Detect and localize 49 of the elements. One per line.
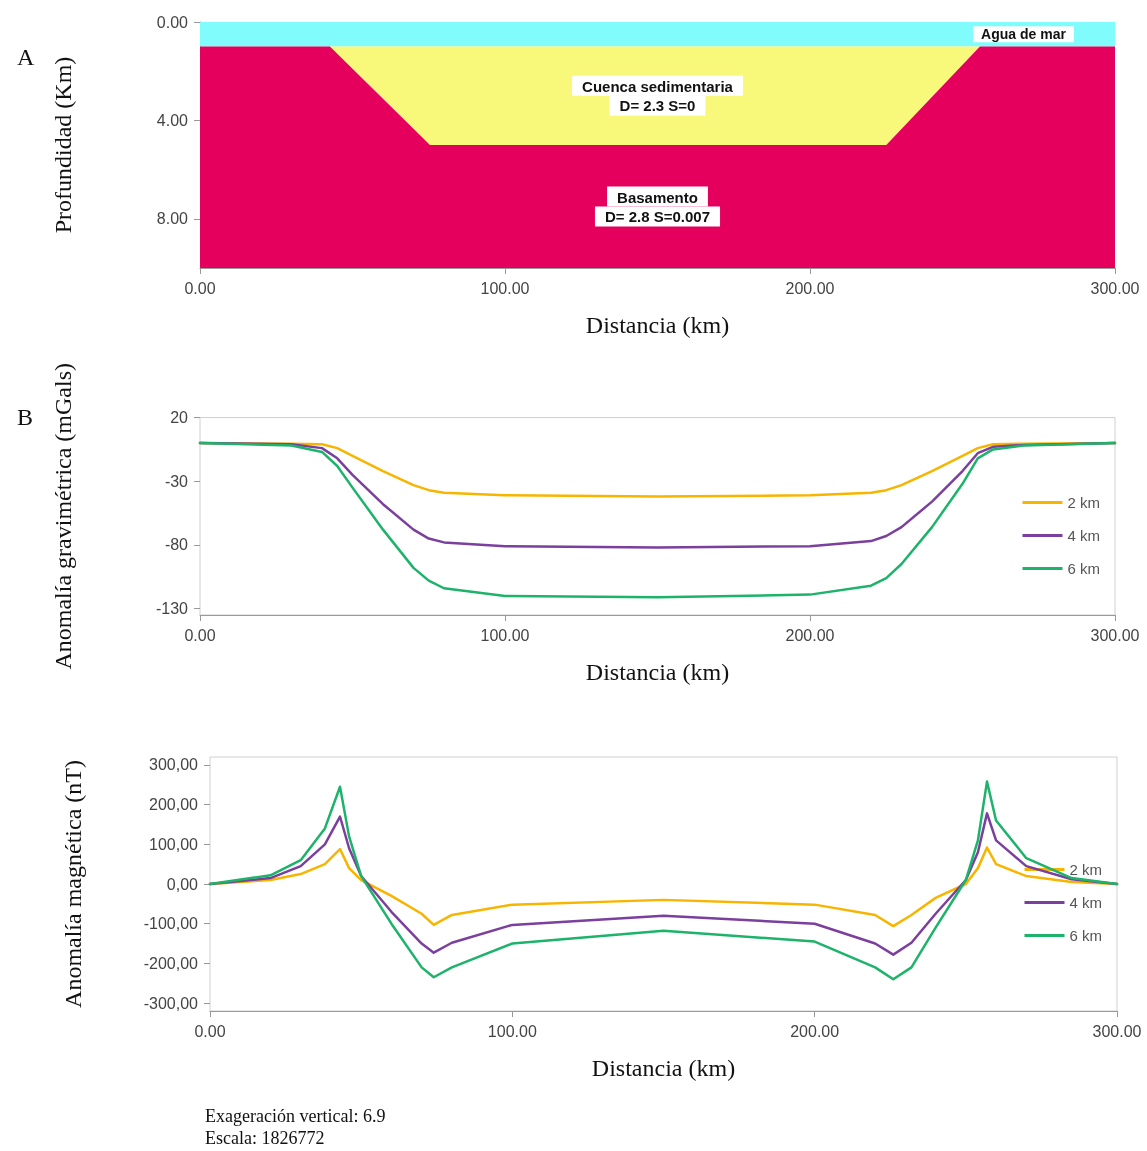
legend-label: 2 km	[1069, 861, 1103, 878]
y-tick-label: 0.00	[156, 13, 189, 31]
y-axis-title: Profundidad (Km)	[50, 56, 76, 234]
x-tick-label: 300.00	[1092, 1022, 1142, 1040]
text: Exageración vertical: 6.9	[205, 1106, 386, 1126]
annotation: D= 2.8 S=0.007	[604, 207, 711, 225]
y-tick-label: -30	[164, 472, 189, 490]
x-tick-label: 100.00	[480, 279, 530, 297]
text: A	[17, 44, 35, 70]
y-tick-label: 20	[170, 409, 189, 427]
y-tick-label: 4.00	[156, 111, 189, 129]
y-tick-label: 300,00	[149, 756, 199, 774]
y-tick-label: 200,00	[149, 796, 199, 814]
y-tick-label: 8.00	[156, 210, 189, 228]
legend-label: 4 km	[1067, 527, 1101, 544]
series-label: Cuenca sedimentaria	[582, 77, 734, 95]
x-tick-label: 300.00	[1090, 626, 1140, 644]
legend-label: 4 km	[1069, 894, 1103, 911]
x-tick-label: 100.00	[487, 1022, 537, 1040]
x-tick-label: 0.00	[194, 1022, 226, 1040]
chart-title: B	[17, 404, 34, 430]
legend-label: 2 km	[1067, 494, 1101, 511]
y-tick-label: -130	[155, 600, 189, 618]
x-axis-title: Distancia (km)	[591, 1055, 736, 1081]
annotation: D= 2.3 S=0	[619, 96, 696, 114]
y-tick-label: -80	[164, 536, 189, 554]
x-tick-label: 200.00	[785, 626, 835, 644]
x-axis-title: Distancia (km)	[585, 312, 730, 338]
x-axis-title: Distancia (km)	[585, 659, 730, 685]
y-tick-label: -200,00	[143, 954, 199, 972]
series-label: Agua de mar	[981, 26, 1067, 43]
x-tick-label: 0.00	[184, 279, 216, 297]
y-axis-title: Anomalía magnética (nT)	[60, 760, 86, 1008]
y-tick-label: -100,00	[143, 915, 199, 933]
x-tick-label: 100.00	[480, 626, 530, 644]
text: Escala: 1826772	[205, 1128, 325, 1148]
y-tick-label: -300,00	[143, 994, 199, 1012]
x-tick-label: 200.00	[790, 1022, 840, 1040]
y-tick-label: 0,00	[166, 875, 199, 893]
x-tick-label: 300.00	[1090, 279, 1140, 297]
y-tick-label: 100,00	[149, 835, 199, 853]
series-label: Basamento	[617, 188, 698, 206]
legend-label: 6 km	[1067, 560, 1101, 577]
y-axis-title: Anomalía gravimétrica (mGals)	[50, 362, 76, 670]
line-series	[208, 780, 1119, 981]
x-tick-label: 200.00	[785, 279, 835, 297]
line-series	[198, 441, 1117, 599]
x-tick-label: 0.00	[184, 626, 216, 644]
legend-label: 6 km	[1069, 927, 1103, 944]
